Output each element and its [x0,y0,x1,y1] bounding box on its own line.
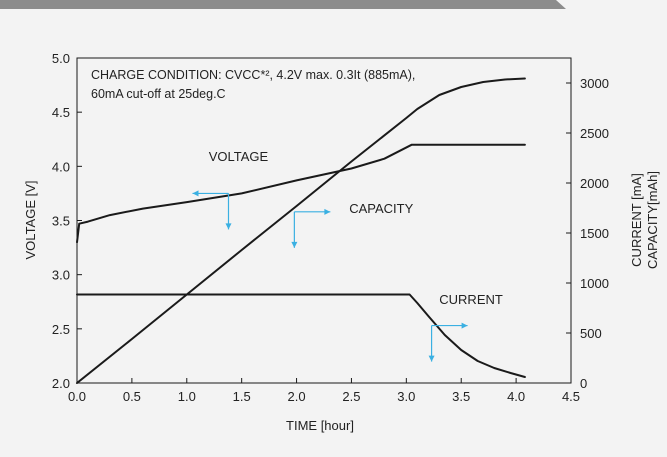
x-tick-label: 2.5 [342,389,360,404]
current-series-label: CURRENT [439,292,503,307]
x-tick-label: 2.0 [288,389,306,404]
capacity-series-line [76,77,526,384]
ticks-layer: 0.0 0.5 1.0 1.5 2.0 2.5 3.0 3.5 4.0 4.5 2.0 2.5 3.0 3… [52,51,609,404]
y-right-tick-label: 2500 [580,126,609,141]
y-axis-left-title: VOLTAGE [V] [23,181,38,260]
y-right-tick-label: 500 [580,326,602,341]
y-left-tick-label: 4.5 [52,105,70,120]
x-tick-label: 0.5 [123,389,141,404]
x-tick-label: 1.5 [233,389,251,404]
voltage-axis-arrow [192,190,232,230]
series-layer [76,77,526,384]
y-right-tick-label: 1500 [580,226,609,241]
y-axis-right-title-current: CURRENT [mA] [629,173,644,267]
annotation-line-2: 60mA cut-off at 25deg.C [91,87,226,101]
top-band [0,0,667,14]
annotation-line-1: CHARGE CONDITION: CVCC*², 4.2V max. 0.3I… [91,68,415,82]
capacity-series-label: CAPACITY [349,201,413,216]
y-left-tick-label: 5.0 [52,51,70,66]
current-axis-arrow [428,322,468,362]
x-tick-label: 3.5 [452,389,470,404]
y-right-tick-label: 3000 [580,76,609,91]
y-left-tick-label: 3.5 [52,214,70,229]
y-left-tick-label: 2.5 [52,322,70,337]
x-tick-label: 4.5 [562,389,580,404]
y-left-tick-label: 2.0 [52,376,70,391]
plot-frame [76,57,572,384]
top-band-shape [0,0,566,9]
current-series-line [76,293,526,378]
capacity-axis-arrow [291,208,331,248]
voltage-series-label: VOLTAGE [209,149,269,164]
voltage-series-line [76,143,526,244]
x-tick-label: 4.0 [507,389,525,404]
y-right-tick-label: 1000 [580,276,609,291]
x-tick-label: 1.0 [178,389,196,404]
arrows-layer [192,190,468,362]
x-axis-title: TIME [hour] [286,418,354,433]
y-left-tick-label: 3.0 [52,268,70,283]
labels-layer: VOLTAGE CAPACITY CURRENT [209,149,503,307]
y-right-tick-label: 0 [580,376,587,391]
y-axis-right-title-capacity: CAPACITY[mAh] [645,171,660,269]
y-left-tick-label: 4.0 [52,159,70,174]
x-tick-label: 3.0 [397,389,415,404]
y-right-tick-label: 2000 [580,176,609,191]
x-tick-label: 0.0 [68,389,86,404]
